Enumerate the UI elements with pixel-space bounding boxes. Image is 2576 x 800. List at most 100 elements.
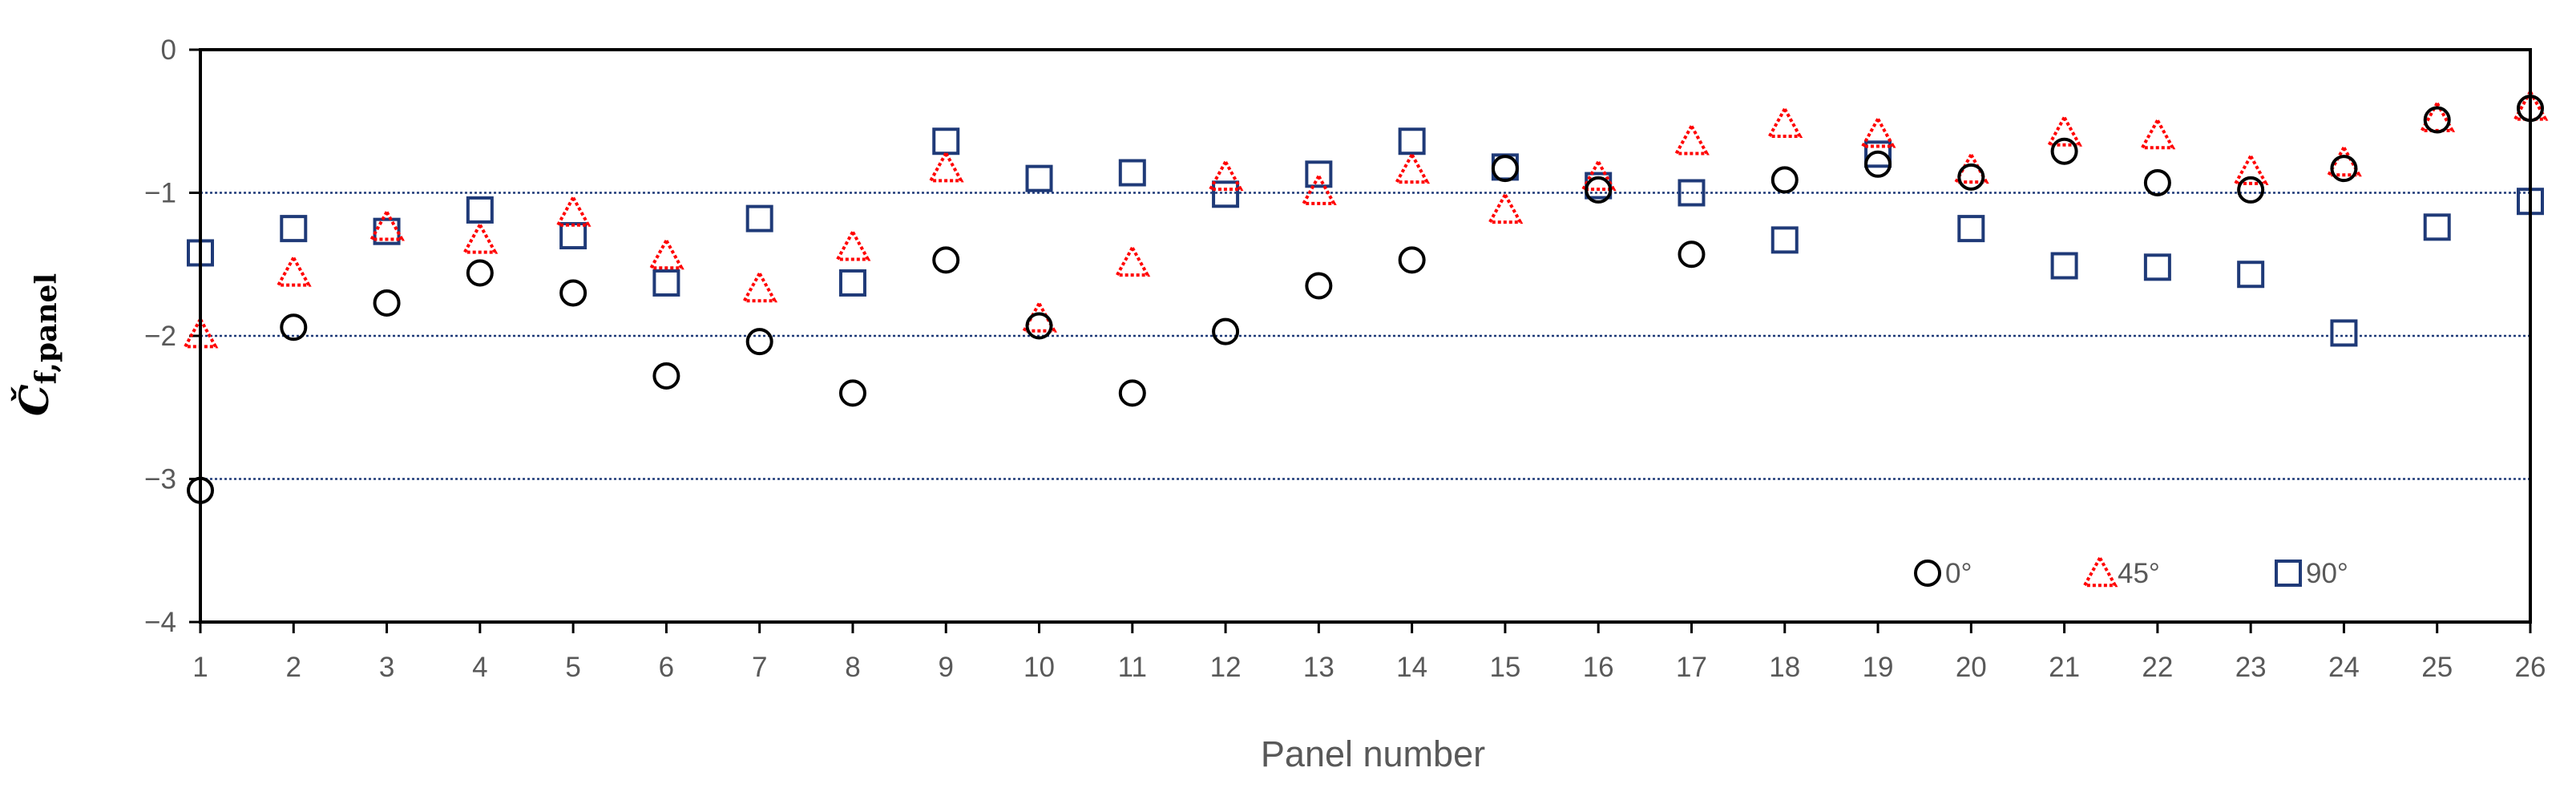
x-tick-label: 4 [472,652,487,683]
y-tick-label: −3 [144,464,176,495]
plot-frame [199,48,2532,624]
x-axis-ticks: 1 2 3 4 5 6 7 8 9 10 11 12 13 14 15 16 17 18 19 20 21 22 23 24 2… [192,622,2546,683]
y-tick-label: −1 [144,178,176,209]
x-tick-label: 21 [2049,652,2080,683]
data-point [2046,114,2082,147]
x-tick-label: 22 [2142,652,2173,683]
data-point [2050,252,2078,280]
svg-text:Čf,panel: Čf,panel [10,273,63,416]
data-point [1674,123,1710,156]
data-point [932,127,960,156]
data-point [2330,155,2358,183]
x-tick-label: 12 [1210,652,1242,683]
data-point [1580,158,1617,192]
data-point [1118,379,1146,407]
y-tick-label: −2 [144,321,176,352]
legend-item: 0° [1914,558,1972,589]
data-point [2237,261,2265,289]
data-point [1678,240,1706,269]
data-point [1491,155,1519,183]
data-point [2237,176,2265,204]
series-circle [187,95,2544,504]
data-point [1398,127,1426,156]
data-point [1678,179,1706,207]
data-point [1300,172,1337,205]
data-point [466,196,494,224]
data-point [1957,163,1985,191]
data-point [652,362,680,390]
data-point [373,289,401,317]
data-point [648,236,684,270]
x-tick-label: 11 [1118,652,1147,683]
data-point [559,279,587,307]
data-point [2232,152,2269,185]
x-tick-label: 16 [1583,652,1614,683]
x-tick-label: 13 [1303,652,1334,683]
x-tick-label: 10 [1024,652,1055,683]
legend-marker [2081,554,2118,588]
legend-label: 45° [2118,558,2160,589]
x-tick-label: 2 [286,652,301,683]
series-square [187,127,2544,347]
data-point [462,221,499,254]
data-point [652,269,680,297]
data-point [2423,213,2451,241]
x-tick-label: 14 [1396,652,1427,683]
legend: 0° 45° 90° [1914,554,2348,589]
data-point [466,259,494,287]
data-point [2143,169,2171,197]
data-point [1766,105,1803,139]
data-point [280,313,308,341]
data-point [1025,164,1053,192]
data-point [2139,116,2176,150]
grid-lines [200,192,2530,480]
data-point [741,269,778,303]
data-point [1398,246,1426,274]
y-axis-title: Čf,panel [10,273,63,416]
x-tick-label: 26 [2515,652,2546,683]
x-tick-label: 20 [1956,652,1987,683]
data-point [745,328,773,356]
x-tick-label: 18 [1769,652,1800,683]
data-point [1305,160,1333,188]
data-point [932,246,960,274]
data-point [1864,150,1892,178]
data-point [1394,151,1431,184]
x-tick-label: 8 [845,652,860,683]
legend-marker [2275,560,2302,587]
data-point [834,228,871,261]
data-point [2050,137,2078,165]
legend-label: 90° [2306,558,2348,589]
y-tick-label: −4 [144,607,176,638]
legend-marker [1914,560,1941,587]
x-tick-label: 7 [752,652,767,683]
x-tick-label: 17 [1676,652,1707,683]
data-point [559,222,587,250]
legend-label: 0° [1945,558,1972,589]
data-point [927,150,964,183]
data-point [2143,253,2171,281]
x-tick-label: 6 [659,652,674,683]
data-point [1207,158,1244,192]
x-tick-label: 1 [192,652,208,683]
data-point [280,215,308,243]
x-tick-label: 3 [379,652,394,683]
x-tick-label: 19 [1863,652,1894,683]
x-tick-label: 5 [565,652,580,683]
x-tick-label: 25 [2421,652,2453,683]
y-tick-label: 0 [161,34,176,66]
x-tick-label: 23 [2235,652,2267,683]
data-point [1770,226,1799,254]
data-point [838,269,866,297]
data-point [369,208,405,241]
data-point [2423,106,2451,134]
data-points [182,88,2549,504]
x-tick-label: 9 [939,652,954,683]
data-point [1859,115,1896,148]
y-axis-title-main: Č [10,384,58,416]
series-triangle [182,88,2549,349]
data-point [1021,300,1057,333]
data-point [2330,319,2358,347]
data-point [1025,312,1053,340]
